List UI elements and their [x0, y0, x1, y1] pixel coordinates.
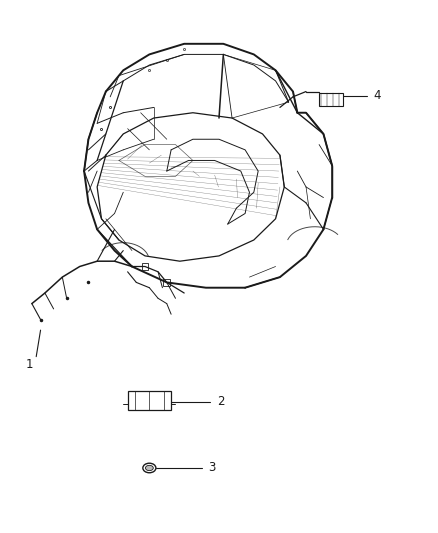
Text: 1: 1 [26, 358, 33, 371]
Bar [141, 263, 148, 270]
Bar [163, 279, 170, 286]
Bar [127, 391, 171, 410]
Text: 3: 3 [208, 462, 215, 474]
Ellipse shape [145, 465, 153, 471]
Ellipse shape [143, 463, 156, 473]
Text: 4: 4 [374, 89, 381, 102]
Bar [319, 93, 343, 106]
Text: 2: 2 [217, 395, 224, 408]
